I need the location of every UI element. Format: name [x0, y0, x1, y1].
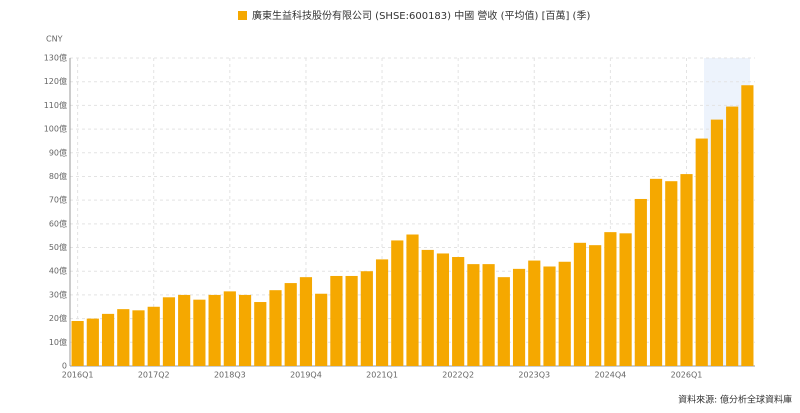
- bar: [284, 283, 297, 366]
- bar: [512, 268, 526, 366]
- bar: [695, 138, 708, 366]
- x-tick-label: 2019Q4: [290, 371, 322, 380]
- y-tick-label: 0: [62, 362, 67, 371]
- bar: [467, 264, 480, 366]
- bar: [101, 313, 115, 366]
- bar: [604, 232, 617, 366]
- x-tick-label: 2026Q1: [671, 371, 703, 380]
- bar: [147, 306, 160, 366]
- y-tick-label: 90億: [49, 147, 67, 157]
- y-tick-label: 100億: [44, 124, 67, 134]
- x-tick-label: 2016Q1: [62, 371, 94, 380]
- bar: [193, 299, 206, 366]
- bar: [406, 234, 419, 366]
- bar: [391, 240, 404, 366]
- y-tick-label: 20億: [49, 313, 67, 323]
- bar: [71, 320, 84, 366]
- y-tick-label: 10億: [49, 337, 67, 347]
- y-tick-label: 60億: [49, 218, 67, 228]
- bar: [573, 242, 587, 366]
- bar: [208, 294, 221, 366]
- bar: [315, 293, 328, 366]
- bar: [528, 260, 541, 366]
- y-tick-label: 30億: [49, 289, 67, 299]
- y-tick-label: 130億: [44, 53, 67, 63]
- bar: [726, 106, 739, 367]
- x-tick-label: 2017Q2: [138, 371, 170, 380]
- y-tick-label: 120億: [44, 76, 67, 86]
- bar: [238, 294, 252, 366]
- bar: [452, 257, 465, 366]
- bar: [345, 275, 358, 366]
- x-tick-label: 2022Q2: [442, 371, 474, 380]
- bar: [649, 178, 663, 366]
- bar: [269, 290, 282, 366]
- bar: [710, 119, 724, 366]
- y-tick-label: 70億: [49, 195, 67, 205]
- bar: [360, 271, 373, 366]
- bar: [665, 181, 678, 366]
- bar: [223, 291, 236, 366]
- y-tick-label: 80億: [49, 171, 67, 181]
- bar: [619, 233, 632, 366]
- bar: [436, 253, 450, 366]
- x-tick-label: 2024Q4: [595, 371, 627, 380]
- unit-label: CNY: [46, 35, 63, 44]
- bar: [117, 309, 130, 366]
- legend-label: 廣東生益科技股份有限公司 (SHSE:600183) 中國 營收 (平均值) […: [252, 9, 590, 22]
- bar: [589, 245, 602, 366]
- x-tick-label: 2021Q1: [366, 371, 398, 380]
- legend-swatch: [238, 11, 247, 20]
- source: 資料來源: 億分析全球資料庫: [678, 394, 792, 406]
- bar: [132, 310, 145, 366]
- x-tick-label: 2023Q3: [518, 371, 550, 380]
- y-tick-label: 40億: [49, 266, 67, 276]
- bar: [482, 264, 495, 366]
- bar: [741, 85, 754, 366]
- bar: [558, 261, 571, 366]
- bar: [680, 174, 693, 366]
- bar: [162, 297, 176, 366]
- bar: [375, 259, 389, 366]
- bar: [497, 277, 510, 366]
- bar: [254, 302, 267, 366]
- y-tick-label: 50億: [49, 242, 67, 252]
- bar: [178, 294, 191, 366]
- bar: [421, 249, 434, 366]
- bar: [86, 318, 99, 366]
- bar: [543, 266, 556, 366]
- y-tick-label: 110億: [44, 100, 67, 110]
- bar: [634, 198, 647, 366]
- x-tick-label: 2018Q3: [214, 371, 246, 380]
- bar: [299, 277, 313, 366]
- bar: [330, 275, 343, 366]
